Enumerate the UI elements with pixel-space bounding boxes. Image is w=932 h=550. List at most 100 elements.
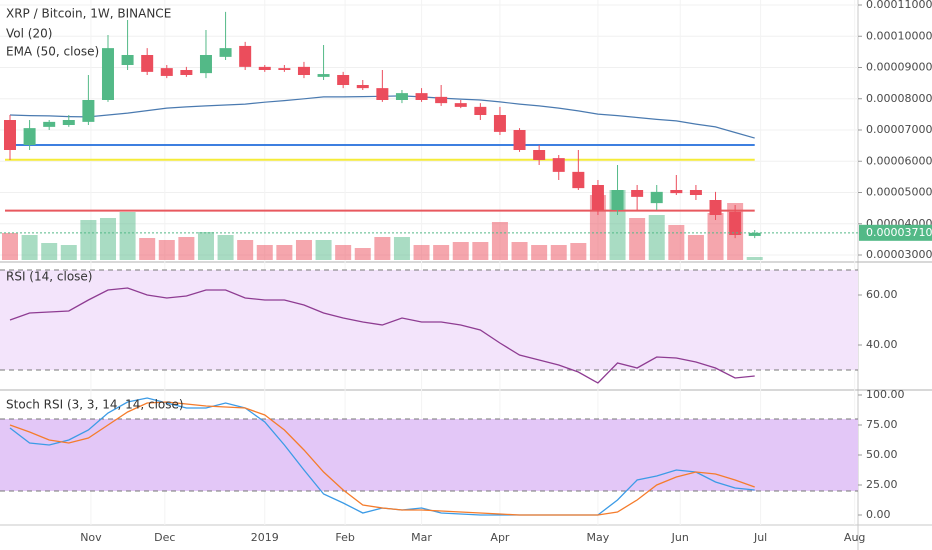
y-tick-label: 0.00: [866, 508, 891, 521]
candle-body: [435, 96, 448, 104]
candle-body: [356, 85, 369, 89]
candle-body: [141, 55, 154, 72]
volume-bar: [452, 242, 469, 260]
candle-body: [474, 106, 487, 115]
volume-bar: [99, 218, 116, 260]
x-tick-label: Feb: [335, 531, 354, 544]
candle-body: [454, 103, 467, 107]
volume-bar: [158, 240, 175, 260]
volume-bar: [139, 238, 156, 260]
y-tick-label: 75.00: [866, 418, 898, 431]
y-tick-label: 0.00009000: [866, 61, 932, 74]
x-tick-label: May: [587, 531, 610, 544]
y-tick-label: 0.00007000: [866, 123, 932, 136]
indicator-line: [9, 287, 755, 384]
indicator-title: Stoch RSI (3, 3, 14, 14, close): [6, 398, 184, 412]
candle-body: [62, 120, 75, 125]
candle-body: [258, 66, 271, 70]
volume-bar: [354, 248, 371, 260]
candle-body: [513, 130, 526, 150]
band-fill: [0, 418, 858, 492]
candle-body: [631, 190, 644, 197]
volume-bar: [80, 220, 97, 260]
volume-bar: [178, 237, 195, 260]
x-tick-label: 2019: [251, 531, 279, 544]
candle-body: [297, 66, 310, 75]
volume-bar: [217, 235, 234, 260]
volume-bar: [511, 242, 528, 260]
volume-bar: [21, 235, 38, 260]
y-tick-label: 100.00: [866, 388, 905, 401]
volume-bar: [648, 215, 665, 260]
candle-body: [748, 232, 761, 236]
candle-body: [23, 128, 36, 145]
volume-bar: [315, 240, 332, 260]
candle-body: [533, 150, 546, 160]
y-tick-label: 0.00010000: [866, 29, 932, 42]
volume-bar: [41, 243, 58, 260]
volume-bar: [295, 240, 312, 260]
volume-bar: [707, 213, 724, 260]
x-tick-label: Mar: [411, 531, 432, 544]
candle-body: [376, 88, 389, 100]
candle-body: [121, 55, 134, 65]
candle-body: [670, 190, 683, 194]
volume-bar: [472, 242, 489, 260]
indicator-title: RSI (14, close): [6, 270, 92, 284]
y-tick-label: 40.00: [866, 338, 898, 351]
y-tick-label: 0.00011000: [866, 0, 932, 11]
candle-body: [552, 158, 565, 172]
y-tick-label: 0.00006000: [866, 154, 932, 167]
volume-bar: [413, 245, 430, 260]
candle-body: [650, 191, 663, 204]
candle-body: [395, 93, 408, 100]
volume-bar: [276, 245, 293, 260]
candle-body: [317, 74, 330, 77]
indicator-line: [9, 401, 755, 516]
candle-body: [3, 120, 16, 150]
candle-body: [729, 211, 742, 235]
x-tick-label: Jul: [753, 531, 767, 544]
study-label: Vol (20): [6, 27, 52, 41]
x-tick-label: Jun: [671, 531, 689, 544]
candle-body: [572, 171, 585, 189]
volume-bar: [746, 257, 763, 260]
candle-body: [591, 185, 604, 210]
y-tick-label: 0.00003000: [866, 248, 932, 261]
y-tick-label: 60.00: [866, 288, 898, 301]
last-price-box: [859, 224, 932, 241]
volume-bar: [668, 225, 685, 260]
study-label: EMA (50, close): [6, 45, 99, 59]
candle-body: [43, 121, 56, 127]
volume-bar: [119, 212, 136, 260]
x-tick-label: Apr: [490, 531, 510, 544]
candle-body: [709, 200, 722, 215]
candle-body: [278, 68, 291, 70]
y-tick-label: 0.00005000: [866, 186, 932, 199]
x-tick-label: Nov: [80, 531, 102, 544]
candle-body: [219, 48, 232, 57]
candle-body: [493, 115, 506, 132]
volume-bar: [491, 222, 508, 260]
candle-body: [101, 48, 114, 100]
volume-bar: [570, 243, 587, 260]
volume-bar: [550, 245, 567, 260]
volume-bar: [393, 237, 410, 260]
volume-bar: [374, 237, 391, 260]
candle-body: [180, 70, 193, 75]
candle-body: [415, 93, 428, 100]
volume-bar: [335, 245, 352, 260]
candle-body: [160, 68, 173, 76]
volume-bar: [1, 233, 18, 260]
candle-body: [611, 190, 624, 210]
y-tick-label: 25.00: [866, 478, 898, 491]
chart-title: XRP / Bitcoin, 1W, BINANCE: [6, 7, 171, 21]
candle-body: [239, 45, 252, 67]
volume-bar: [433, 245, 450, 260]
x-tick-label: Aug: [844, 531, 865, 544]
volume-bar: [687, 235, 704, 260]
volume-bar: [197, 232, 214, 260]
volume-bar: [60, 245, 77, 260]
x-tick-label: Dec: [154, 531, 175, 544]
